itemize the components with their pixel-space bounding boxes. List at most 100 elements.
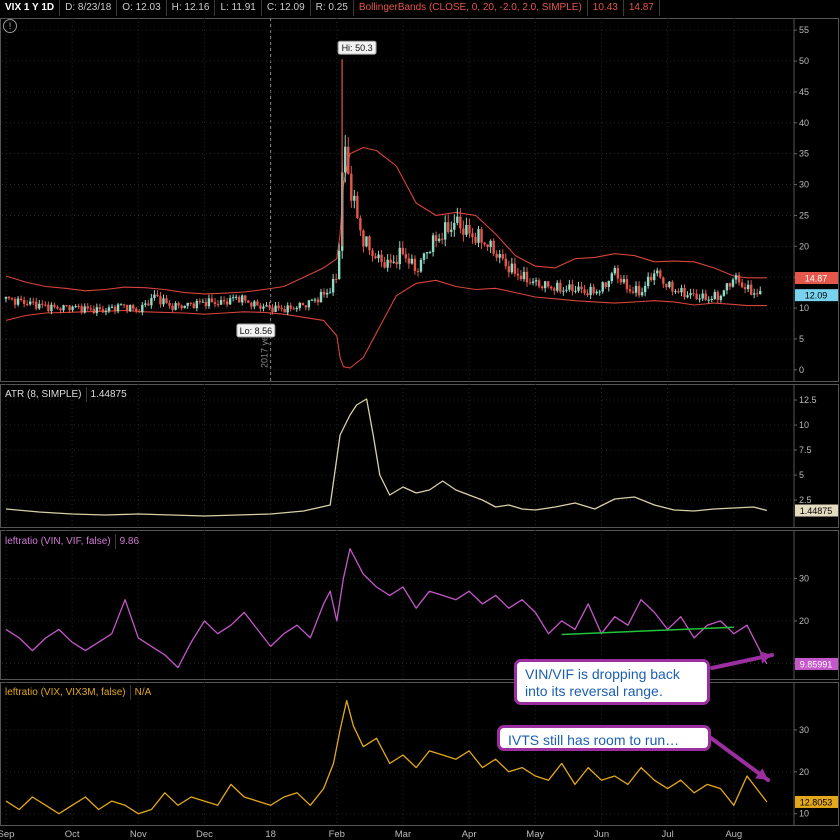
candle-body [95, 307, 99, 314]
x-tick-label: Oct [65, 829, 80, 840]
y-tick-label: 20 [799, 241, 809, 251]
candle-body [604, 282, 607, 287]
symbol-label[interactable]: VIX 1 Y 1D [0, 0, 61, 16]
bollinger-upper-line [5, 146, 767, 295]
candle-body [122, 304, 126, 306]
y-tick-label: 30 [799, 725, 809, 735]
low-marker [236, 323, 276, 338]
vin-vif-label[interactable]: leftratio (VIN, VIF, false) 9.86 [3, 534, 143, 549]
vix-vix3m-label[interactable]: leftratio (VIX, VIX3M, false) N/A [3, 685, 155, 700]
candle-body [313, 299, 317, 301]
candle-body [171, 305, 174, 310]
candle-body [752, 293, 756, 295]
candle-body [440, 238, 444, 240]
y-tick-label: 30 [799, 573, 809, 583]
candle-body [289, 305, 292, 309]
candle-body [241, 295, 244, 303]
vin-vif-callout: VIN/VIF is dropping back into its revers… [514, 659, 710, 705]
low-marker-label: Lo: 8.56 [240, 326, 273, 336]
high-label: H: 12.16 [167, 0, 216, 16]
candle-body [731, 279, 735, 287]
candle-body [640, 292, 644, 296]
y-tick-label: 10 [799, 303, 809, 313]
candle-body [483, 242, 486, 245]
candle-body [244, 295, 247, 301]
x-tick-label: Feb [329, 829, 345, 840]
candle-body [625, 279, 629, 290]
candle-body [192, 303, 195, 309]
candle-body [101, 309, 105, 313]
candle-body [571, 284, 574, 292]
vix-vix3m-title: leftratio (VIX, VIX3M, false) [3, 685, 131, 700]
atr-title: ATR (8, SIMPLE) [3, 387, 87, 402]
candle-body [107, 307, 111, 312]
candle-body [125, 304, 129, 312]
candle-body [698, 298, 701, 300]
candle-body [213, 302, 217, 305]
candle-body [74, 306, 77, 308]
candle-body [295, 307, 298, 310]
ivts-callout-arrow [709, 736, 770, 782]
candle-body [10, 298, 14, 300]
candle-body [116, 304, 120, 312]
candle-body [586, 293, 589, 296]
atr-value: 1.44875 [90, 389, 127, 400]
candle-body [634, 285, 638, 293]
candle-body [186, 302, 189, 306]
ivts-callout-arrow-head [755, 768, 768, 780]
vin-vif-line [5, 548, 768, 669]
candle-body [204, 301, 208, 307]
candle-body [344, 146, 347, 173]
candle-body [189, 302, 192, 304]
candle-body [722, 290, 726, 296]
candle-body [150, 298, 153, 306]
candle-body [50, 304, 53, 312]
candle-body [749, 284, 753, 295]
candle-body [268, 305, 271, 308]
candle-body [159, 296, 162, 305]
candle-body [592, 286, 595, 294]
candle-body [222, 300, 226, 302]
candle-body [659, 270, 662, 278]
study-label[interactable]: BollingerBands (CLOSE, 0, 20, -2.0, 2.0,… [354, 0, 588, 16]
vix-vix3m-value: N/A [134, 687, 152, 698]
candle-body [128, 305, 132, 312]
study-lower-value: 10.43 [588, 0, 624, 16]
vin-vif-value: 9.86 [119, 536, 140, 547]
candle-body [147, 303, 150, 306]
candle-body [671, 281, 674, 292]
candle-body [89, 308, 92, 310]
candle-body [238, 296, 241, 303]
candle-body [4, 296, 8, 299]
atr-label[interactable]: ATR (8, SIMPLE) 1.44875 [3, 387, 131, 402]
candle-body [44, 304, 47, 306]
candle-body [425, 252, 429, 254]
candle-body [568, 284, 571, 290]
last-price-bubble [795, 289, 838, 302]
alert-icon[interactable]: ! [3, 19, 17, 33]
vin-vif-callout-arrow-head [759, 651, 772, 664]
candle-body [471, 233, 474, 238]
x-tick-label: Nov [130, 829, 147, 840]
y-tick-label: 45 [799, 87, 809, 97]
y-tick-label: 10 [799, 420, 809, 430]
candle-body [174, 303, 177, 310]
candle-body [713, 292, 717, 299]
candle-body [504, 258, 507, 267]
candle-body [331, 279, 335, 293]
panel-vix-vix3m [0, 682, 839, 826]
candle-body [556, 282, 559, 291]
candle-body [565, 289, 568, 291]
candle-body [7, 296, 11, 299]
x-tick-label: Sep [0, 829, 14, 840]
candle-body [262, 306, 265, 309]
candle-body [177, 303, 180, 306]
candle-body [453, 222, 456, 230]
candle-body [513, 263, 517, 274]
high-marker-label: Hi: 50.3 [342, 43, 373, 53]
x-tick-label: Apr [462, 829, 477, 840]
candle-body [637, 285, 641, 296]
candle-body [434, 235, 438, 241]
candle-body [316, 299, 320, 303]
